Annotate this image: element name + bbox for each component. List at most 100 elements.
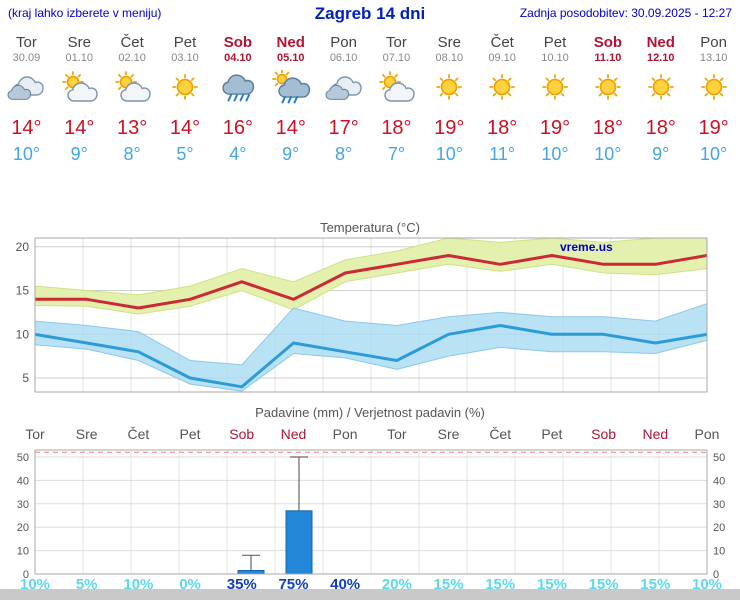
min-temperature: 7° (387, 144, 406, 164)
day-date: 11.10 (594, 52, 622, 64)
day-date: 08.10 (435, 52, 464, 64)
day-column: Čet 02.10 13° 8° (106, 28, 159, 170)
precip-day-label: Sob (591, 426, 617, 442)
day-column: Pet 03.10 14° 5° (159, 28, 212, 170)
min-temperature: 5° (176, 144, 194, 164)
precip-day-label: Sre (437, 426, 460, 442)
sunny-icon (634, 70, 687, 114)
precip-probability: 15% (485, 576, 516, 593)
sunny-icon (687, 70, 740, 114)
precip-probability: 35% (226, 576, 257, 593)
svg-text:20: 20 (17, 522, 29, 534)
svg-text:15: 15 (16, 284, 30, 298)
day-date: 30.09 (12, 52, 41, 64)
precip-probability: 10% (123, 576, 154, 593)
sunny-icon (159, 70, 212, 114)
precip-probability: 75% (278, 576, 309, 593)
max-temperature: 14° (169, 117, 201, 139)
precip-probability: 0% (179, 576, 201, 593)
day-date: 07.10 (382, 52, 411, 64)
rain-icon (211, 70, 264, 114)
max-temperature: 19° (539, 117, 571, 139)
location-menu-hint[interactable]: (kraj lahko izberete v meniju) (8, 6, 162, 20)
day-date: 10.10 (541, 52, 569, 64)
sunny-icon (529, 70, 582, 114)
precip-day-label: Tor (387, 426, 407, 442)
precip-day-label: Sre (75, 426, 98, 442)
precip-probability: 15% (433, 576, 464, 593)
partly-cloudy-icon (106, 70, 159, 114)
precip-day-label: Sob (229, 426, 255, 442)
precip-probability: 40% (330, 576, 361, 593)
day-name: Sob (593, 34, 623, 51)
day-column: Sre 01.10 14° 9° (53, 28, 106, 170)
min-temperature: 10° (12, 144, 41, 164)
svg-text:20: 20 (713, 522, 725, 534)
temperature-chart-title: Temperatura (°C) (320, 220, 420, 235)
max-temperature: 17° (328, 117, 359, 139)
min-temperature: 11° (489, 144, 516, 164)
precip-probability: 20% (381, 576, 412, 593)
day-column: Tor 30.09 14° 10° (0, 28, 53, 170)
precip-day-label: Čet (127, 426, 150, 442)
day-date: 13.10 (699, 52, 728, 64)
sunny-icon (476, 70, 529, 114)
svg-text:30: 30 (17, 499, 29, 511)
partly-cloudy-icon (370, 70, 423, 114)
day-name: Pon (330, 34, 357, 51)
svg-text:50: 50 (17, 452, 29, 464)
min-temperature: 10° (541, 144, 569, 164)
precip-probability: 15% (536, 576, 567, 593)
day-column: Pet 10.10 19° 10° (529, 28, 582, 170)
precip-probability: 5% (75, 576, 98, 593)
day-date: 12.10 (646, 52, 675, 64)
svg-text:30: 30 (713, 499, 725, 511)
min-temperature: 10° (435, 144, 463, 164)
page-title: Zagreb 14 dni (314, 4, 426, 23)
day-name: Pet (543, 34, 567, 51)
forecast-days-strip: Tor 30.09 14° 10° Sre 01.10 14° 9° Čet 02.10 13° 8°… (0, 28, 740, 170)
day-name: Čet (120, 34, 144, 51)
min-temperature: 10° (594, 144, 622, 164)
day-name: Pon (700, 34, 727, 51)
vreme-us-watermark[interactable]: vreme.us (560, 240, 613, 254)
last-update-timestamp: Zadnja posodobitev: 30.09.2025 - 12:27 (519, 6, 732, 20)
max-temperature: 16° (222, 117, 253, 139)
max-temperature: 13° (117, 117, 148, 139)
day-name: Sre (437, 34, 461, 51)
min-temperature: 9° (70, 144, 88, 164)
footer-bar (0, 589, 740, 600)
svg-text:10: 10 (713, 546, 725, 558)
max-temperature: 18° (645, 117, 676, 139)
day-name: Sre (67, 34, 91, 51)
rain-sun-icon (264, 69, 317, 114)
day-name: Ned (276, 34, 305, 51)
precip-day-label: Tor (25, 426, 45, 442)
day-date: 04.10 (224, 52, 252, 64)
day-name: Čet (490, 34, 514, 51)
day-name: Sob (223, 34, 253, 51)
day-column: Sob 04.10 16° 4° (211, 28, 264, 170)
sunny-icon (423, 70, 476, 114)
day-column: Sre 08.10 19° 10° (423, 28, 476, 170)
max-temperature: 14° (275, 117, 306, 139)
temperature-chart: 5 10 15 20 (16, 237, 708, 393)
day-name: Tor (16, 34, 37, 51)
day-column: Sob 11.10 18° 10° (581, 28, 634, 170)
day-column: Tor 07.10 18° 7° (370, 28, 423, 170)
precip-day-label: Pon (332, 426, 358, 442)
day-name: Pet (173, 34, 197, 51)
precip-probability: 15% (640, 576, 671, 593)
max-temperature: 19° (434, 117, 465, 139)
header: (kraj lahko izberete v meniju) Zagreb 14… (0, 0, 740, 26)
day-column: Čet 09.10 18° 11° (476, 28, 529, 170)
precip-day-label: Pet (179, 426, 201, 442)
precipitation-chart-title: Padavine (mm) / Verjetnost padavin (%) (255, 405, 485, 420)
min-temperature: 9° (652, 144, 670, 164)
precip-day-label: Ned (642, 426, 669, 442)
max-temperature: 18° (381, 117, 412, 139)
precip-day-label: Pon (694, 426, 720, 442)
svg-text:10: 10 (16, 327, 30, 341)
day-date: 01.10 (65, 52, 94, 64)
